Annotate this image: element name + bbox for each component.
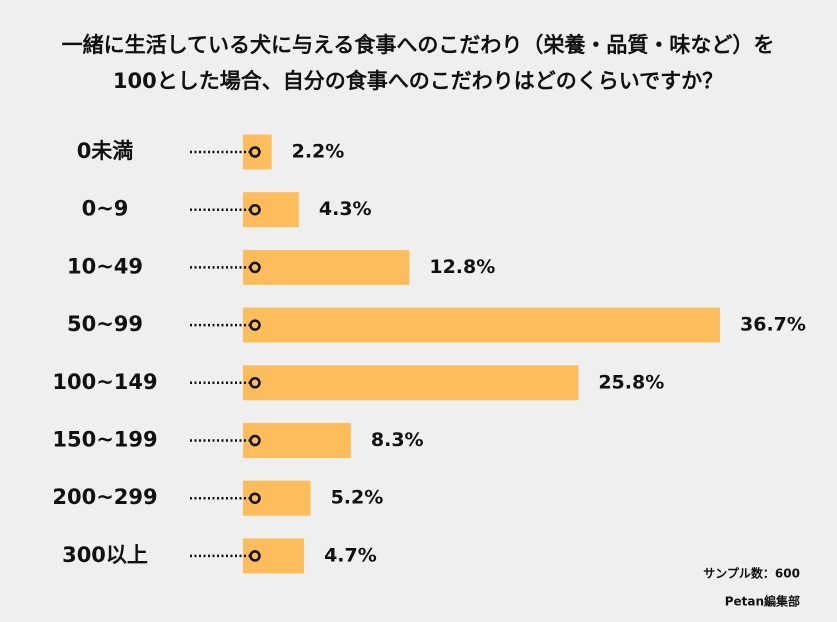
category-label: 0未満 xyxy=(77,139,134,163)
category-label: 10~49 xyxy=(67,254,143,278)
marker xyxy=(249,434,261,447)
bar xyxy=(243,307,720,343)
marker xyxy=(249,492,261,504)
category-label: 0~9 xyxy=(82,197,129,221)
category-label: 100~149 xyxy=(52,370,157,394)
sample-note: サンプル数：600 xyxy=(703,566,800,581)
value-label: 4.7% xyxy=(324,544,377,566)
marker xyxy=(249,203,261,216)
bar xyxy=(243,365,579,401)
value-label: 12.8% xyxy=(429,256,495,278)
value-label: 36.7% xyxy=(740,314,806,336)
category-label: 50~99 xyxy=(67,312,143,336)
marker xyxy=(249,377,261,389)
value-label: 5.2% xyxy=(331,487,384,509)
category-label: 300以上 xyxy=(62,543,148,567)
category-label: 200~299 xyxy=(52,485,157,509)
marker xyxy=(249,146,261,158)
marker xyxy=(249,261,261,274)
value-label: 4.3% xyxy=(319,198,372,220)
marker xyxy=(249,550,261,562)
bar xyxy=(243,249,410,285)
category-label: 150~199 xyxy=(52,428,157,452)
marker xyxy=(249,319,261,331)
chart-title: 100とした場合、自分の食事へのこだわりはどのくらいですか？ xyxy=(113,69,723,93)
value-label: 8.3% xyxy=(371,429,424,451)
chart-title: 一緒に生活している犬に与える食事へのこだわり（栄養・品質・味など）を xyxy=(62,33,775,57)
bar xyxy=(243,423,351,458)
value-label: 2.2% xyxy=(292,141,345,163)
source: Petan編集部 xyxy=(725,594,800,609)
value-label: 25.8% xyxy=(598,371,664,393)
